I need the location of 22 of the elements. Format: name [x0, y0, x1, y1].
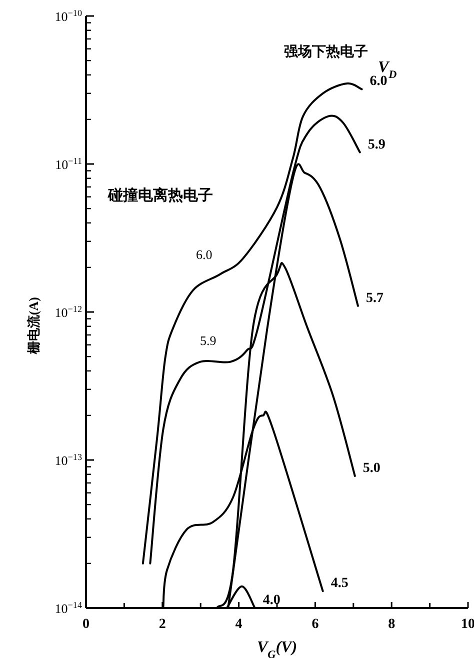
x-tick-label: 6 [312, 617, 319, 632]
annotation: 强场下热电子 [284, 44, 368, 60]
series-label: 4.0 [262, 593, 280, 608]
series-label: 4.5 [330, 576, 348, 592]
y-tick-label: 10$^{−14}$ [54, 600, 82, 616]
y-tick-label: 10$^{−12}$ [54, 304, 82, 320]
x-tick-label: 0 [82, 617, 90, 632]
x-tick-label: 8 [388, 617, 396, 632]
y-tick-label: 10$^{−11}$ [55, 156, 82, 172]
y-axis-title: 栅电流(A) [26, 297, 41, 356]
series-label: 5.0 [362, 460, 380, 476]
series-label: 5.9 [368, 137, 386, 152]
y-tick-label: 10$^{−13}$ [54, 452, 82, 468]
x-axis-title: V$_{G}$(V) [256, 639, 298, 658]
annotation: 5.9 [200, 333, 216, 348]
x-tick-label: 4 [235, 617, 242, 632]
annotation: 6.0 [196, 247, 212, 262]
series-label: 6.0 [370, 74, 388, 90]
y-tick-label: 10$^{−10}$ [54, 8, 82, 24]
x-tick-label: 2 [158, 617, 166, 632]
annotation: 碰撞电离热电子 [107, 186, 213, 204]
series-label: 5.7 [366, 290, 384, 306]
